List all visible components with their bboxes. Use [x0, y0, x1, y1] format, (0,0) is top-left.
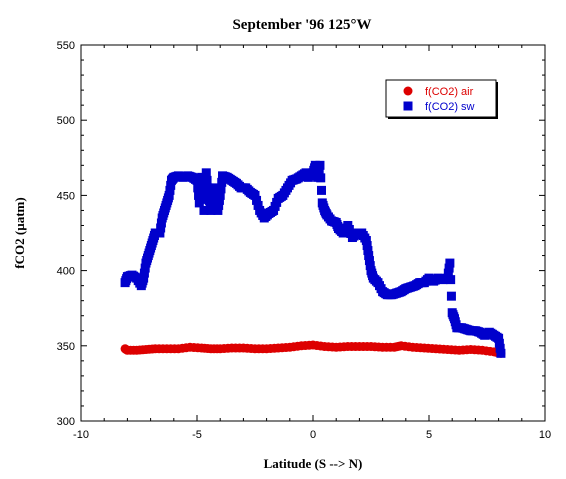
data-point-sw — [164, 190, 174, 200]
data-point-sw — [156, 223, 166, 233]
data-point-sw — [444, 263, 454, 273]
data-point-sw — [213, 205, 223, 215]
data-point-sw — [139, 273, 149, 283]
data-point-sw — [446, 291, 456, 301]
data-point-sw — [443, 268, 453, 278]
chart-title: September '96 125°W — [232, 17, 371, 33]
data-point-sw — [317, 185, 327, 195]
data-point-sw — [315, 160, 325, 170]
data-point-sw — [192, 175, 202, 185]
legend-label-air: f(CO2) air — [425, 86, 474, 98]
data-point-sw — [362, 241, 372, 251]
data-point-sw — [204, 190, 214, 200]
y-tick-label: 300 — [57, 416, 75, 428]
series-air — [120, 340, 506, 358]
legend: f(CO2) air f(CO2) sw — [385, 79, 498, 119]
data-point-sw — [253, 200, 263, 210]
data-point-sw — [494, 338, 504, 348]
data-point-sw — [496, 348, 506, 358]
series-sw — [120, 160, 506, 358]
x-tick-label: -5 — [192, 429, 202, 441]
data-point-sw — [165, 185, 175, 195]
data-point-sw — [214, 200, 224, 210]
data-point-sw — [495, 343, 505, 353]
data-point-sw — [364, 251, 374, 261]
x-tick-label: 10 — [539, 429, 551, 441]
data-point-sw — [216, 184, 226, 194]
data-point-sw — [316, 173, 326, 183]
data-point-sw — [155, 228, 165, 238]
y-tick-label: 450 — [57, 190, 75, 202]
data-point-sw — [139, 268, 149, 278]
legend-box — [385, 79, 497, 118]
data-point-sw — [217, 177, 227, 187]
axis-ticks: -10 -5 0 5 10 300 350 400 450 500 550 — [57, 40, 551, 441]
x-tick-label: 0 — [310, 429, 316, 441]
legend-shadow-right — [496, 82, 498, 119]
y-tick-label: 400 — [57, 266, 75, 278]
data-point-sw — [361, 236, 371, 246]
x-tick-label: -10 — [73, 429, 89, 441]
data-point-sw — [215, 190, 225, 200]
data-point-sw — [250, 190, 260, 200]
x-axis-label: Latitude (S --> N) — [264, 456, 363, 471]
data-point-sw — [365, 261, 375, 271]
legend-marker-air — [403, 86, 413, 96]
data-point-sw — [202, 175, 212, 185]
data-point-sw — [211, 183, 221, 193]
data-point-sw — [199, 205, 209, 215]
legend-shadow-bottom — [388, 117, 498, 119]
legend-marker-sw — [403, 101, 413, 111]
data-point-sw — [252, 195, 262, 205]
data-point-sw — [197, 172, 207, 182]
data-point-sw — [195, 189, 205, 199]
data-point-sw — [201, 168, 211, 178]
data-point-sw — [363, 246, 373, 256]
data-point-sw — [446, 275, 456, 285]
series-layer — [120, 160, 506, 358]
data-point-sw — [166, 180, 176, 190]
y-tick-label: 550 — [57, 40, 75, 52]
data-point-sw — [203, 183, 213, 193]
data-point-sw — [140, 263, 150, 273]
data-point-sw — [494, 333, 504, 343]
data-point-sw — [214, 195, 224, 205]
data-point-sw — [364, 256, 374, 266]
x-tick-label: 5 — [426, 429, 432, 441]
y-tick-label: 350 — [57, 341, 75, 353]
y-axis-label: fCO2 (µatm) — [12, 197, 27, 268]
y-tick-label: 500 — [57, 115, 75, 127]
data-point-sw — [445, 258, 455, 268]
data-point-sw — [156, 218, 166, 228]
legend-label-sw: f(CO2) sw — [425, 101, 475, 113]
